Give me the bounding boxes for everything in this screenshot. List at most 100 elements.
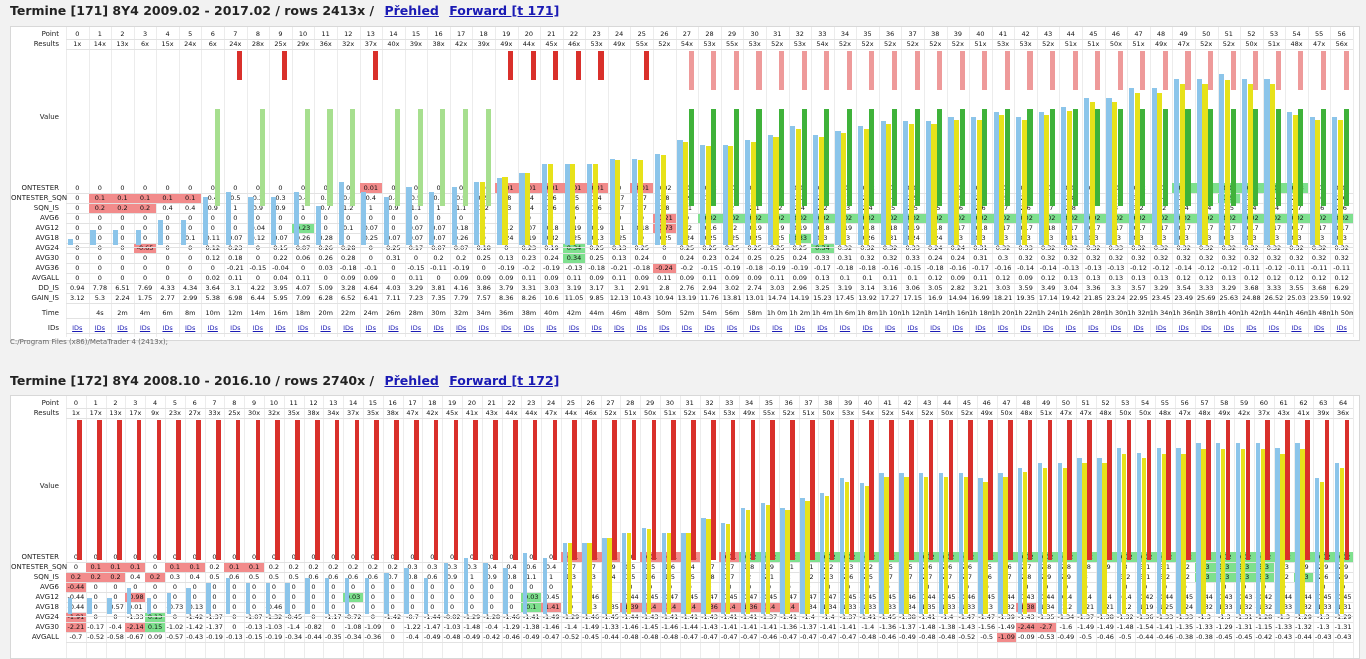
- ids-link[interactable]: IDs: [681, 324, 693, 332]
- ids-link[interactable]: IDs: [997, 324, 1009, 332]
- ids-link[interactable]: IDs: [749, 324, 760, 332]
- point-cell: 15: [368, 399, 378, 407]
- ids-link[interactable]: IDs: [320, 324, 331, 332]
- ids-link[interactable]: IDs: [614, 324, 625, 332]
- ids-link[interactable]: IDs: [907, 324, 918, 332]
- ids-link[interactable]: IDs: [1223, 324, 1234, 332]
- ids-link[interactable]: IDs: [1065, 324, 1076, 332]
- ids-link[interactable]: IDs: [862, 324, 873, 332]
- ids-link[interactable]: IDs: [884, 324, 896, 332]
- ids-cell: IDs: [314, 323, 337, 333]
- ids-link[interactable]: IDs: [772, 324, 783, 332]
- ids-link[interactable]: IDs: [817, 324, 828, 332]
- avg30-cell: 0.13: [499, 254, 514, 262]
- ids-link[interactable]: IDs: [1246, 324, 1257, 332]
- ids-link[interactable]: IDs: [252, 324, 264, 332]
- ids-link[interactable]: IDs: [568, 324, 580, 332]
- ids-link[interactable]: IDs: [207, 324, 218, 332]
- blue-bar: [67, 598, 73, 614]
- section1-forward-link[interactable]: Forward [t 171]: [449, 3, 560, 18]
- avg30-cell: 0.24: [792, 254, 808, 262]
- ids-link[interactable]: IDs: [1336, 324, 1347, 332]
- ids-link[interactable]: IDs: [794, 324, 805, 332]
- time-cell: 44m: [589, 309, 604, 317]
- ids-link[interactable]: IDs: [185, 324, 196, 332]
- ids-link[interactable]: IDs: [839, 324, 851, 332]
- ids-link[interactable]: IDs: [591, 324, 602, 332]
- ids-link[interactable]: IDs: [139, 324, 151, 332]
- ids-link[interactable]: IDs: [1133, 324, 1144, 332]
- blue-bar: [1151, 88, 1157, 245]
- ids-link[interactable]: IDs: [546, 324, 557, 332]
- ids-link[interactable]: IDs: [1088, 324, 1099, 332]
- yellow-bar: [805, 500, 810, 614]
- time-cell: 4m: [139, 309, 151, 317]
- ids-link[interactable]: IDs: [365, 324, 376, 332]
- ids-link[interactable]: IDs: [930, 324, 941, 332]
- avg36-cell: -0.14: [1017, 264, 1035, 272]
- grid-line: [778, 396, 780, 658]
- section1-prehled-link[interactable]: Přehled: [384, 3, 439, 18]
- blue-bar: [903, 121, 909, 245]
- ids-link[interactable]: IDs: [410, 324, 422, 332]
- ids-link[interactable]: IDs: [636, 324, 647, 332]
- ids-link[interactable]: IDs: [72, 324, 83, 332]
- section2-prehled-link[interactable]: Přehled: [384, 373, 439, 388]
- ids-link[interactable]: IDs: [952, 324, 964, 332]
- results-cell: 43x: [485, 409, 498, 417]
- ids-link[interactable]: IDs: [1268, 324, 1280, 332]
- point-cell: 50: [1202, 30, 1211, 38]
- ids-link[interactable]: IDs: [1313, 324, 1325, 332]
- point-cell: 51: [1224, 30, 1233, 38]
- avg30-cell: 0: [188, 254, 193, 262]
- lightgreen-bar: [259, 109, 265, 207]
- blue-bar: [587, 163, 593, 245]
- avg24-cell: -1.44: [621, 613, 639, 621]
- section2-forward-link[interactable]: Forward [t 172]: [449, 373, 560, 388]
- ids-link[interactable]: IDs: [297, 324, 309, 332]
- ids-link[interactable]: IDs: [343, 324, 354, 332]
- avg24-cell: 0.32: [995, 244, 1011, 252]
- ids-link[interactable]: IDs: [1110, 324, 1122, 332]
- ids-link[interactable]: IDs: [659, 324, 670, 332]
- ids-link[interactable]: IDs: [726, 324, 738, 332]
- ids-link[interactable]: IDs: [1291, 324, 1302, 332]
- avg30-cell: -1.49: [1097, 623, 1114, 631]
- avgall-cell: 0.09: [1018, 274, 1033, 282]
- ids-link[interactable]: IDs: [162, 324, 173, 332]
- grid-line: [620, 396, 622, 658]
- ids-link[interactable]: IDs: [275, 324, 286, 332]
- red-bar: [1285, 420, 1290, 560]
- ontester-sqn-cell: 0.1: [88, 193, 112, 203]
- ids-link[interactable]: IDs: [117, 324, 128, 332]
- avg30-cell: 0.25: [769, 254, 785, 262]
- time-cell: 34m: [476, 309, 491, 317]
- green-bar: [1027, 109, 1033, 207]
- ids-cell: IDs: [201, 323, 224, 333]
- point-cell: 24: [546, 399, 556, 407]
- yellow-bar: [1021, 119, 1027, 245]
- ids-link[interactable]: IDs: [478, 324, 489, 332]
- dd-is-cell: 3.29: [1221, 284, 1237, 292]
- results-cell: 24x: [184, 40, 197, 48]
- ids-link[interactable]: IDs: [1178, 324, 1189, 332]
- grid-line: [422, 396, 424, 658]
- ids-link[interactable]: IDs: [455, 324, 467, 332]
- ids-link[interactable]: IDs: [1020, 324, 1031, 332]
- ids-link[interactable]: IDs: [975, 324, 986, 332]
- ids-link[interactable]: IDs: [501, 324, 512, 332]
- ids-link[interactable]: IDs: [388, 324, 399, 332]
- ids-link[interactable]: IDs: [1155, 324, 1167, 332]
- ids-link[interactable]: IDs: [523, 324, 535, 332]
- ids-cell: IDs: [901, 323, 924, 333]
- dd-is-cell: 3.31: [521, 284, 537, 292]
- ids-link[interactable]: IDs: [1201, 324, 1212, 332]
- ids-link[interactable]: IDs: [704, 324, 715, 332]
- avg24-cell: 0.31: [973, 244, 988, 252]
- avg30-cell: -1.46: [542, 623, 560, 631]
- ids-link[interactable]: IDs: [230, 324, 241, 332]
- ids-link[interactable]: IDs: [94, 324, 106, 332]
- ids-link[interactable]: IDs: [1043, 324, 1054, 332]
- avgall-cell: 0: [255, 274, 260, 282]
- ids-link[interactable]: IDs: [433, 324, 444, 332]
